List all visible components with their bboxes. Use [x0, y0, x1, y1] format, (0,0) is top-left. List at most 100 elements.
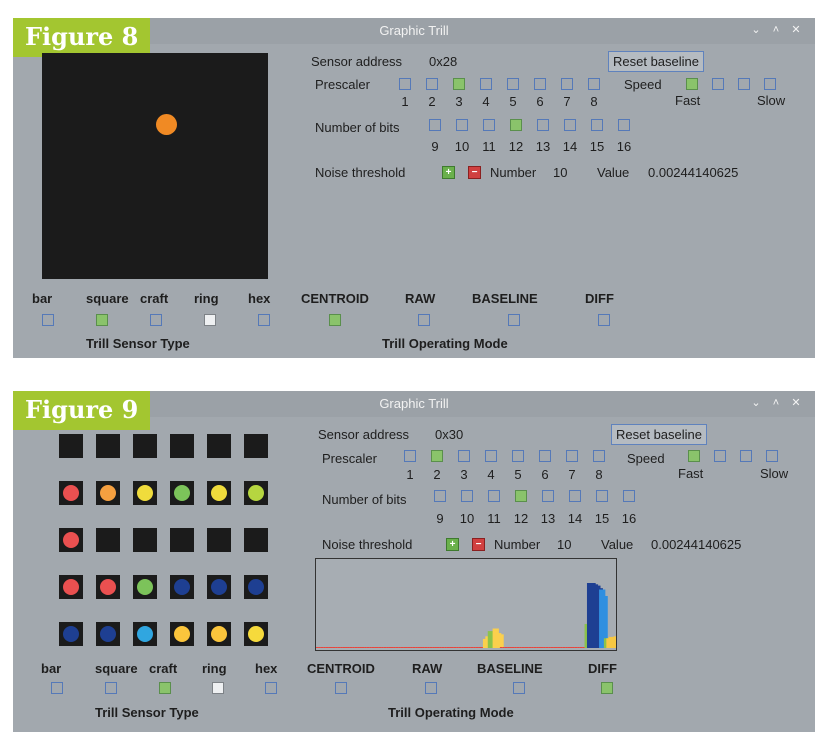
prescaler-label: Prescaler	[315, 77, 370, 92]
speed-checkbox[interactable]	[688, 450, 700, 462]
mode-diff-checkbox[interactable]	[601, 682, 613, 694]
close-icon[interactable]: ✕	[791, 397, 801, 409]
reset-baseline-button[interactable]: Reset baseline	[608, 51, 704, 72]
sensor-type-ring-checkbox[interactable]	[212, 682, 224, 694]
prescaler-checkbox[interactable]	[399, 78, 411, 90]
maximize-icon[interactable]: ˄	[772, 397, 780, 409]
bits-checkbox[interactable]	[429, 119, 441, 131]
prescaler-checkbox[interactable]	[480, 78, 492, 90]
sensor-type-hex-checkbox[interactable]	[258, 314, 270, 326]
bits-checkbox[interactable]	[434, 490, 446, 502]
sensor-pad	[133, 481, 157, 505]
close-icon[interactable]: ✕	[791, 24, 801, 36]
bits-checkbox[interactable]	[515, 490, 527, 502]
speed-checkbox[interactable]	[712, 78, 724, 90]
sensor-type-bar-checkbox[interactable]	[42, 314, 54, 326]
diff-bar	[376, 647, 379, 648]
bits-checkbox[interactable]	[618, 119, 630, 131]
speed-checkbox[interactable]	[686, 78, 698, 90]
mode-centroid-label: CENTROID	[307, 661, 375, 676]
bits-number: 12	[508, 139, 524, 154]
mode-raw-checkbox[interactable]	[418, 314, 430, 326]
prescaler-checkbox[interactable]	[404, 450, 416, 462]
speed-checkbox[interactable]	[714, 450, 726, 462]
noise-minus-button[interactable]: −	[468, 166, 481, 179]
prescaler-checkbox[interactable]	[485, 450, 497, 462]
bits-checkbox[interactable]	[542, 490, 554, 502]
sensor-type-bar-checkbox[interactable]	[51, 682, 63, 694]
bits-checkbox[interactable]	[596, 490, 608, 502]
diff-bar	[417, 647, 421, 648]
diff-bar	[320, 647, 324, 648]
mode-centroid-checkbox[interactable]	[335, 682, 347, 694]
diff-bar	[538, 647, 541, 648]
bits-checkbox[interactable]	[623, 490, 635, 502]
bits-checkbox[interactable]	[537, 119, 549, 131]
diff-bar	[427, 647, 430, 648]
bits-checkbox[interactable]	[569, 490, 581, 502]
prescaler-checkbox[interactable]	[431, 450, 443, 462]
mode-diff-checkbox[interactable]	[598, 314, 610, 326]
minimize-icon[interactable]: ⌄	[751, 397, 761, 409]
diff-bar	[332, 647, 336, 648]
pad-touch-dot	[211, 485, 227, 501]
reset-baseline-button[interactable]: Reset baseline	[611, 424, 707, 445]
noise-plus-button[interactable]: +	[446, 538, 459, 551]
mode-baseline-checkbox[interactable]	[513, 682, 525, 694]
speed-checkbox[interactable]	[766, 450, 778, 462]
sensor-type-craft-checkbox[interactable]	[159, 682, 171, 694]
pad-touch-dot	[100, 626, 116, 642]
prescaler-checkbox[interactable]	[539, 450, 551, 462]
bits-label: Number of bits	[315, 120, 400, 135]
sensor-pad	[244, 434, 268, 458]
bits-number: 10	[454, 139, 470, 154]
speed-checkbox[interactable]	[740, 450, 752, 462]
bits-checkbox[interactable]	[488, 490, 500, 502]
bits-number: 10	[459, 511, 475, 526]
diff-bar	[381, 647, 384, 648]
prescaler-checkbox[interactable]	[458, 450, 470, 462]
number-label: Number	[494, 537, 541, 552]
sensor-pad	[244, 622, 268, 646]
prescaler-checkbox[interactable]	[593, 450, 605, 462]
speed-checkbox[interactable]	[738, 78, 750, 90]
mode-raw-checkbox[interactable]	[425, 682, 437, 694]
noise-plus-button[interactable]: +	[442, 166, 455, 179]
bits-checkbox[interactable]	[461, 490, 473, 502]
prescaler-checkbox[interactable]	[588, 78, 600, 90]
noise-minus-button[interactable]: −	[472, 538, 485, 551]
maximize-icon[interactable]: ˄	[772, 24, 780, 36]
bits-number: 14	[567, 511, 583, 526]
bits-checkbox[interactable]	[483, 119, 495, 131]
sensor-pad	[170, 528, 194, 552]
sensor-type-square-checkbox[interactable]	[96, 314, 108, 326]
prescaler-checkbox[interactable]	[512, 450, 524, 462]
sensor-type-craft-checkbox[interactable]	[150, 314, 162, 326]
bits-checkbox[interactable]	[510, 119, 522, 131]
diff-bar	[528, 647, 532, 648]
diff-bar	[502, 647, 505, 648]
prescaler-checkbox[interactable]	[561, 78, 573, 90]
prescaler-checkbox[interactable]	[426, 78, 438, 90]
sensor-type-ring-checkbox[interactable]	[204, 314, 216, 326]
sensor-type-square-checkbox[interactable]	[105, 682, 117, 694]
bits-checkbox[interactable]	[456, 119, 468, 131]
prescaler-checkbox[interactable]	[453, 78, 465, 90]
value-value: 0.00244140625	[648, 165, 739, 180]
mode-centroid-checkbox[interactable]	[329, 314, 341, 326]
prescaler-number: 8	[590, 94, 598, 109]
touch-point	[156, 114, 177, 135]
touch-canvas[interactable]	[42, 53, 268, 279]
prescaler-checkbox[interactable]	[566, 450, 578, 462]
prescaler-checkbox[interactable]	[534, 78, 546, 90]
minimize-icon[interactable]: ⌄	[751, 24, 761, 36]
sensor-pad	[207, 575, 231, 599]
speed-checkbox[interactable]	[764, 78, 776, 90]
sensor-type-hex-checkbox[interactable]	[265, 682, 277, 694]
sensor-pad	[133, 575, 157, 599]
bits-checkbox[interactable]	[591, 119, 603, 131]
prescaler-checkbox[interactable]	[507, 78, 519, 90]
sensor-pad	[207, 481, 231, 505]
mode-baseline-checkbox[interactable]	[508, 314, 520, 326]
bits-checkbox[interactable]	[564, 119, 576, 131]
